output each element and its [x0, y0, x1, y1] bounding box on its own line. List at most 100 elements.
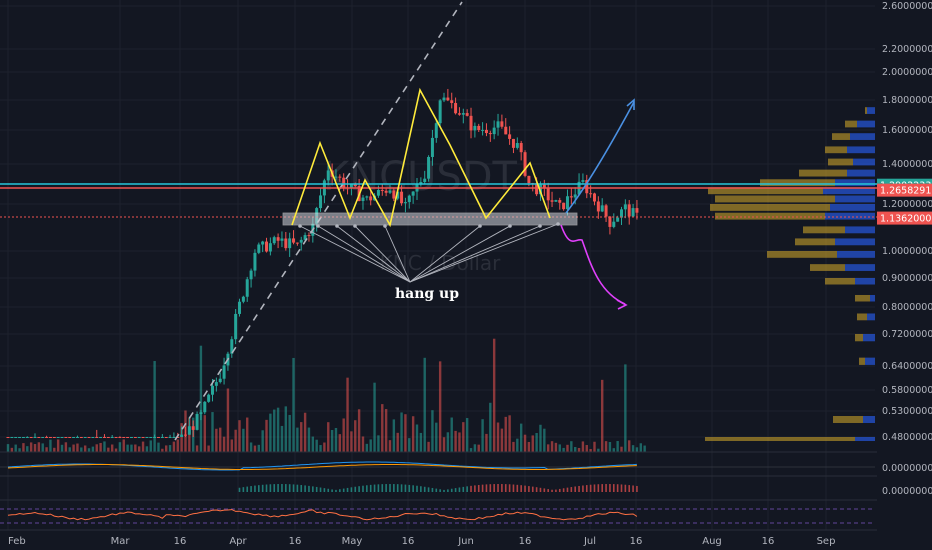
candle-body [342, 177, 346, 188]
volume-profile-up [863, 334, 875, 342]
macd-histogram-bar [578, 485, 580, 492]
volume-bar [365, 443, 369, 452]
price-tick-label: 1.40000000 [882, 159, 932, 170]
volume-bar [492, 338, 496, 452]
candle-body [442, 97, 446, 101]
volume-bar [427, 441, 430, 452]
volume-profile-up [845, 226, 875, 234]
macd-histogram-bar [508, 484, 511, 492]
volume-bar [72, 444, 75, 452]
candle-body [29, 437, 33, 438]
macd-histogram-bar [516, 484, 519, 492]
candle-body [581, 180, 585, 182]
candle-body [114, 437, 118, 438]
volume-profile-up [845, 264, 875, 271]
candle-body [141, 437, 145, 438]
candle-body [515, 143, 519, 148]
volume-bar [604, 441, 608, 452]
candlesticks[interactable] [6, 88, 639, 438]
candle-body [508, 134, 512, 139]
volume-profile-down [708, 187, 823, 195]
price-tag-bg [877, 211, 932, 225]
candle-body [133, 437, 137, 438]
volume-bar [118, 442, 122, 452]
volume-bar [392, 419, 396, 452]
volume-bar [531, 435, 534, 452]
volume-profile-up [847, 146, 875, 154]
candle-body [434, 123, 438, 138]
volume-bar [95, 444, 98, 452]
volume-bar [350, 431, 353, 452]
volume-bar [485, 433, 488, 452]
candle-body [457, 113, 461, 115]
volume-profile-up [867, 313, 875, 321]
volume-profile-down [825, 278, 855, 285]
candle-body [589, 193, 593, 195]
candle-body [365, 196, 369, 198]
candle-body [41, 437, 45, 438]
macd-histogram-bar [273, 484, 276, 492]
volume-bar [462, 422, 465, 452]
candle-body [635, 208, 639, 213]
volume-bar [126, 444, 129, 452]
time-tick-label: 16 [174, 536, 187, 547]
candle-body [276, 237, 280, 241]
volume-bar [110, 444, 114, 452]
candle-body [573, 194, 577, 198]
macd-histogram-bar [288, 484, 291, 492]
volume-bar [29, 442, 33, 452]
volume-profile-up [855, 278, 875, 285]
pointer-tip [538, 224, 542, 228]
time-tick-label: May [342, 536, 363, 547]
volume-bar [620, 446, 623, 452]
candle-body [87, 437, 91, 438]
macd-histogram-bar [381, 484, 384, 492]
macd-histogram-bar [296, 484, 299, 492]
candle-body [319, 195, 323, 209]
macd-histogram-bar [373, 484, 376, 492]
volume-bar [122, 439, 125, 452]
volume-bar [257, 444, 261, 452]
annotation-hang-up: hang up [395, 286, 459, 302]
candle-body [230, 339, 234, 354]
price-tag-label: 1.26582917 [880, 186, 932, 197]
candle-body [172, 437, 176, 438]
volume-bar [327, 422, 330, 452]
volume-bar [137, 446, 141, 452]
price-tick-label: 0.48000000 [882, 432, 932, 443]
candle-body [623, 204, 627, 210]
volume-profile-down [795, 238, 835, 246]
volume-bar [535, 433, 538, 452]
volume-bar [465, 418, 469, 452]
candle-body [222, 365, 226, 379]
candle-body [592, 193, 596, 202]
candle-body [183, 434, 187, 436]
macd-histogram-bar [408, 484, 411, 492]
time-axis[interactable]: Feb Mar 16 Apr 16 May 16 Jun 16 Jul 16 Aug 16 Sep [0, 531, 932, 550]
price-tick-label: 2.20000000 [882, 44, 932, 55]
candle-body [238, 301, 242, 314]
price-tick-label: 1.20000000 [882, 199, 932, 210]
volume-bar [643, 445, 646, 452]
candle-body [6, 437, 10, 438]
candle-body [218, 378, 222, 383]
macd-histogram-bar [597, 484, 600, 492]
volume-bar [64, 442, 68, 452]
macd-histogram-bar [632, 485, 634, 492]
volume-profile-up [835, 179, 875, 187]
candle-body [473, 125, 477, 131]
macd-histogram-bar [362, 485, 364, 492]
volume-bar [550, 441, 554, 452]
pointer-line [299, 225, 411, 283]
candle-body [600, 205, 604, 212]
candle-body [608, 216, 612, 227]
volume-profile-down [799, 169, 847, 177]
volume-bar [91, 446, 95, 452]
volume-bar [199, 345, 203, 452]
macd-histogram-bar [616, 484, 619, 492]
candle-body [492, 127, 496, 135]
macd-histogram-bar [458, 487, 461, 492]
